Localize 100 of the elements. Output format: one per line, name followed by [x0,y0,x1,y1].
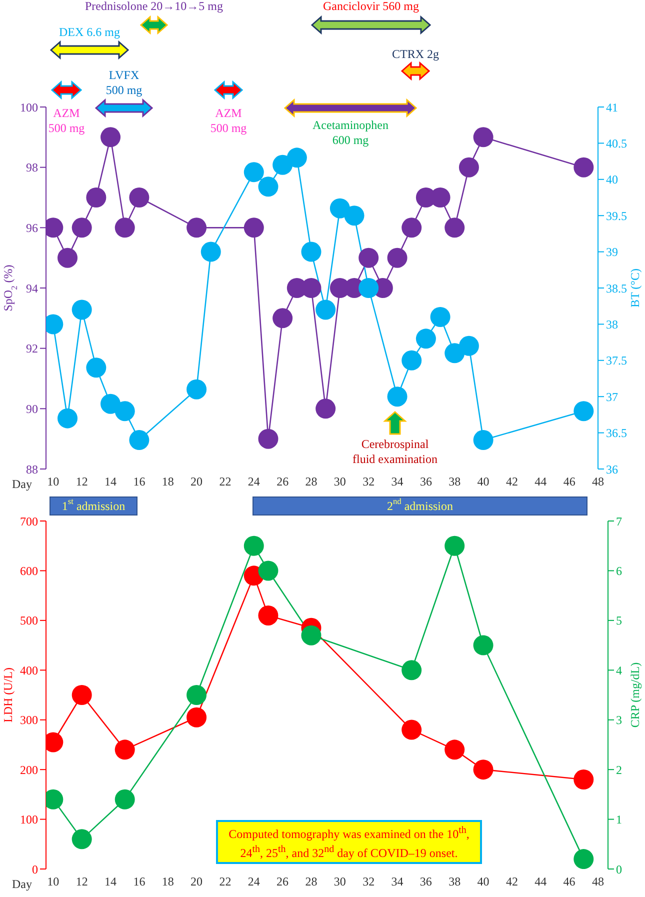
x-tick-label: 38 [448,874,461,889]
y-tick-label: 90 [26,402,38,416]
x-tick-label: 28 [305,474,318,489]
x-tick-label: 34 [391,474,404,489]
x-tick-label: 46 [563,874,576,889]
x-tick-label: 14 [104,874,117,889]
point [444,343,465,364]
y2-tick-label: 36 [606,462,618,476]
point [244,536,264,556]
x-tick-label: 36 [420,474,432,489]
point [473,760,494,780]
x-tick-label: 12 [76,474,88,489]
text: CTRX 2g [392,46,440,61]
x-tick-label: 10 [47,874,60,889]
y2-tick-label: 37.5 [606,354,627,368]
x-tick-label: 48 [592,874,604,889]
x-tick-label: 32 [362,474,375,489]
x-tick-label: 14 [104,474,117,489]
point [258,560,278,581]
point [244,218,264,238]
text: Prednisolone 20→10→5 mg [85,0,223,13]
x-tick-label: 38 [448,474,461,489]
x-tick-label: 20 [190,874,203,889]
y2-tick-label: 39.5 [606,208,627,223]
text: LVFX 500 mg [106,68,142,97]
point [430,306,450,327]
x-tick-label: 28 [305,874,318,889]
y-tick-label: 300 [20,713,38,728]
x-tick-label: 32 [362,874,375,889]
point [473,127,494,148]
x-tick-label: 42 [506,474,518,489]
x-tick-label: 44 [534,474,547,489]
annotation: AZM 500 mg [210,106,247,135]
point [129,188,150,208]
y2-tick-label: 0 [616,862,622,876]
point [301,625,322,646]
x-tick-label: 26 [276,874,289,889]
point [114,218,135,238]
x-tick-label: 12 [76,874,88,889]
point [129,430,150,450]
point [72,685,92,705]
text: Computed tomography was examined on the 10$^{th}$, 24$^{th}$, 25$^{th}$, and 32$^{nd}$ day of COVID–19 onset. [228,825,470,860]
y-tick-label: 94 [26,281,38,296]
y-tick-label: 200 [20,762,38,777]
y-tick-label: 98 [26,160,38,175]
point [286,148,307,168]
y-tick-label: 88 [26,462,38,476]
y2-tick-label: 1 [616,812,622,827]
point [416,328,436,349]
point [86,358,106,378]
point [473,635,494,656]
point [244,162,264,182]
x-tick-label: 36 [420,874,432,889]
y2-tick-label: 38 [606,317,618,332]
y-tick-label: 0 [32,862,38,876]
point [387,386,408,407]
point [444,218,465,238]
x-tick-label: 18 [162,874,174,889]
y-tick-label: 100 [20,100,38,114]
y2-axis-title: CRP (mg/dL) [628,662,642,728]
point [444,536,465,556]
point [358,248,379,268]
point [574,401,594,422]
point [186,218,207,238]
point [402,720,422,740]
x-tick-label: 30 [334,874,346,889]
point [387,248,408,268]
point [402,350,422,370]
x-tick-label: 26 [276,474,289,489]
x-tick-label: 40 [477,874,490,889]
y2-tick-label: 40.5 [606,136,627,150]
point [86,188,106,208]
x-tick-label: 30 [334,474,346,489]
y-tick-label: 400 [20,663,38,678]
annotation: AZM 500 mg [48,106,85,135]
x-tick-label: 40 [477,474,490,489]
y2-tick-label: 3 [616,713,622,728]
x-tick-label: 42 [506,874,518,889]
point [72,300,92,320]
point [258,605,278,626]
x-tick-label: 34 [391,874,404,889]
point [344,206,364,226]
point [574,770,594,790]
x-axis-title: Day [12,477,32,491]
point [114,740,135,760]
x-tick-label: 16 [133,474,146,489]
point [458,336,479,356]
y2-tick-label: 41 [606,100,618,114]
y2-tick-label: 40 [606,172,618,187]
x-tick-label: 48 [592,474,604,489]
y2-tick-label: 6 [616,564,622,578]
point [444,740,465,760]
point [58,408,78,428]
annotation: Cerebrospinal fluid examination [352,436,438,466]
x-tick-label: 18 [162,474,174,489]
point [402,218,422,238]
point [272,154,293,175]
point [72,829,92,850]
x-tick-label: 24 [248,874,260,889]
y2-tick-label: 4 [616,663,622,678]
